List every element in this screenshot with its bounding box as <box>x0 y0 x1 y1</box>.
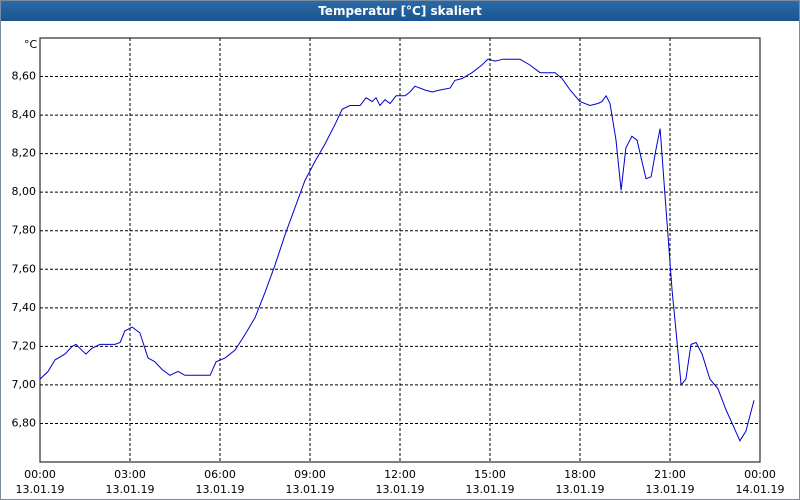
x-tick-label: 21:00 <box>654 468 686 481</box>
y-tick-label: 7,80 <box>12 224 37 237</box>
x-tick-label: 00:00 <box>744 468 776 481</box>
x-tick-sublabel: 13.01.19 <box>286 483 335 496</box>
y-tick-label: 7,40 <box>12 301 37 314</box>
x-tick-sublabel: 13.01.19 <box>376 483 425 496</box>
x-tick-label: 03:00 <box>114 468 146 481</box>
x-tick-sublabel: 13.01.19 <box>106 483 155 496</box>
line-series <box>39 58 755 442</box>
y-unit: °C <box>24 38 38 51</box>
y-tick-label: 7,60 <box>12 262 37 275</box>
title-bar: Temperatur [°C] skaliert <box>1 1 799 21</box>
y-tick-label: 8,60 <box>12 70 37 83</box>
x-tick-label: 15:00 <box>474 468 506 481</box>
x-tick-sublabel: 13.01.19 <box>196 483 245 496</box>
plot-frame <box>39 37 761 463</box>
y-tick-label: 8,00 <box>12 185 37 198</box>
x-tick-sublabel: 13.01.19 <box>646 483 695 496</box>
y-tick-label: 7,00 <box>12 378 37 391</box>
x-tick-sublabel: 13.01.19 <box>16 483 65 496</box>
x-tick-label: 06:00 <box>204 468 236 481</box>
x-tick-label: 18:00 <box>564 468 596 481</box>
x-tick-sublabel: 14.01.19 <box>736 483 785 496</box>
x-tick-sublabel: 13.01.19 <box>556 483 605 496</box>
x-tick-sublabel: 13.01.19 <box>466 483 515 496</box>
y-tick-label: 7,20 <box>12 339 37 352</box>
x-tick-label: 12:00 <box>384 468 416 481</box>
y-tick-label: 8,20 <box>12 147 37 160</box>
x-tick-label: 09:00 <box>294 468 326 481</box>
y-tick-label: 6,80 <box>12 416 37 429</box>
x-tick-label: 00:00 <box>24 468 56 481</box>
y-tick-label: 8,40 <box>12 108 37 121</box>
